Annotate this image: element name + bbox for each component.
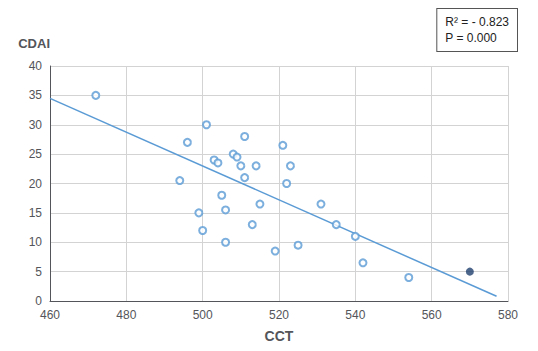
svg-text:15: 15 [29,206,43,220]
svg-text:35: 35 [29,88,43,102]
svg-text:P = 0.000: P = 0.000 [445,31,497,45]
svg-text:0: 0 [35,294,42,308]
svg-text:520: 520 [269,308,289,322]
svg-text:30: 30 [29,118,43,132]
svg-text:580: 580 [498,308,518,322]
svg-text:500: 500 [193,308,213,322]
svg-text:10: 10 [29,235,43,249]
svg-text:560: 560 [422,308,442,322]
svg-text:CDAI: CDAI [18,36,50,51]
svg-text:540: 540 [345,308,365,322]
svg-text:25: 25 [29,147,43,161]
svg-text:5: 5 [35,265,42,279]
svg-text:20: 20 [29,177,43,191]
svg-text:460: 460 [40,308,60,322]
svg-text:40: 40 [29,59,43,73]
svg-text:R² = - 0.823: R² = - 0.823 [445,15,509,29]
svg-text:480: 480 [116,308,136,322]
svg-text:CCT: CCT [265,328,294,344]
